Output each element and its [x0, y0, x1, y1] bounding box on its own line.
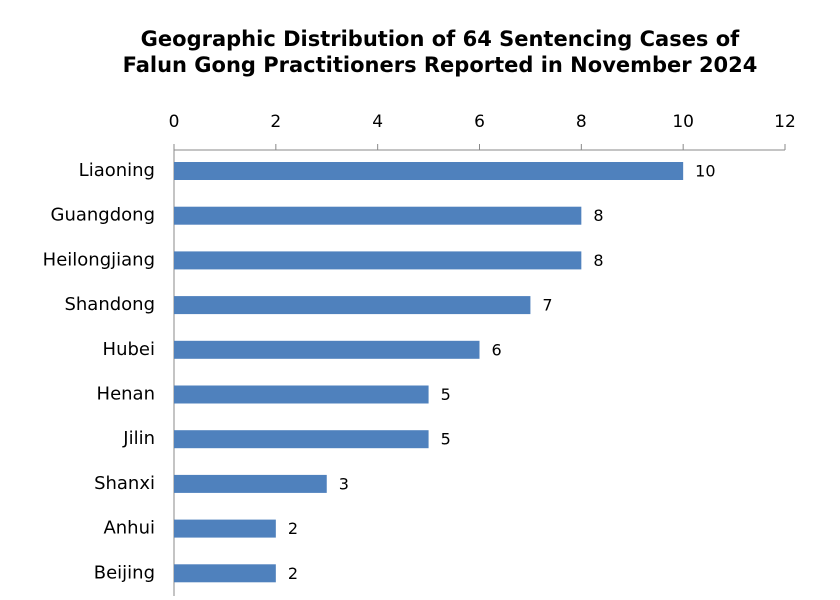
- y-tick-label: Guangdong: [51, 205, 156, 226]
- y-tick-label: Liaoning: [79, 160, 155, 181]
- bar: [174, 206, 582, 225]
- bar: [174, 340, 480, 359]
- data-label: 8: [593, 206, 603, 225]
- chart-title: Geographic Distribution of 64 Sentencing…: [141, 27, 740, 51]
- x-tick-label: 6: [474, 112, 485, 132]
- data-label: 5: [441, 385, 451, 404]
- bar: [174, 474, 327, 493]
- data-label: 8: [593, 251, 603, 270]
- bar: [174, 564, 276, 583]
- y-tick-label: Shanxi: [94, 473, 155, 494]
- x-tick-label: 0: [169, 112, 180, 132]
- bar: [174, 251, 582, 270]
- bar: [174, 296, 531, 315]
- chart-title: Falun Gong Practitioners Reported in Nov…: [123, 53, 758, 77]
- x-tick-label: 2: [270, 112, 281, 132]
- y-tick-label: Anhui: [103, 518, 155, 539]
- x-tick-label: 4: [372, 112, 383, 132]
- x-tick-label: 10: [672, 112, 694, 132]
- y-tick-label: Beijing: [94, 562, 155, 583]
- data-label: 2: [288, 519, 298, 538]
- bar: [174, 385, 429, 404]
- y-tick-label: Hubei: [103, 339, 155, 360]
- data-label: 3: [339, 474, 349, 493]
- y-tick-label: Jilin: [122, 428, 155, 449]
- data-label: 6: [492, 340, 502, 359]
- y-tick-label: Henan: [97, 384, 155, 405]
- data-label: 7: [542, 296, 552, 315]
- y-tick-label: Heilongjiang: [43, 249, 155, 270]
- data-label: 10: [695, 162, 715, 181]
- x-tick-label: 8: [576, 112, 587, 132]
- y-tick-label: Shandong: [64, 294, 155, 315]
- bar: [174, 519, 276, 538]
- data-label: 2: [288, 564, 298, 583]
- bar: [174, 162, 684, 180]
- bar: [174, 430, 429, 449]
- x-tick-label: 12: [774, 112, 796, 132]
- data-label: 5: [441, 430, 451, 449]
